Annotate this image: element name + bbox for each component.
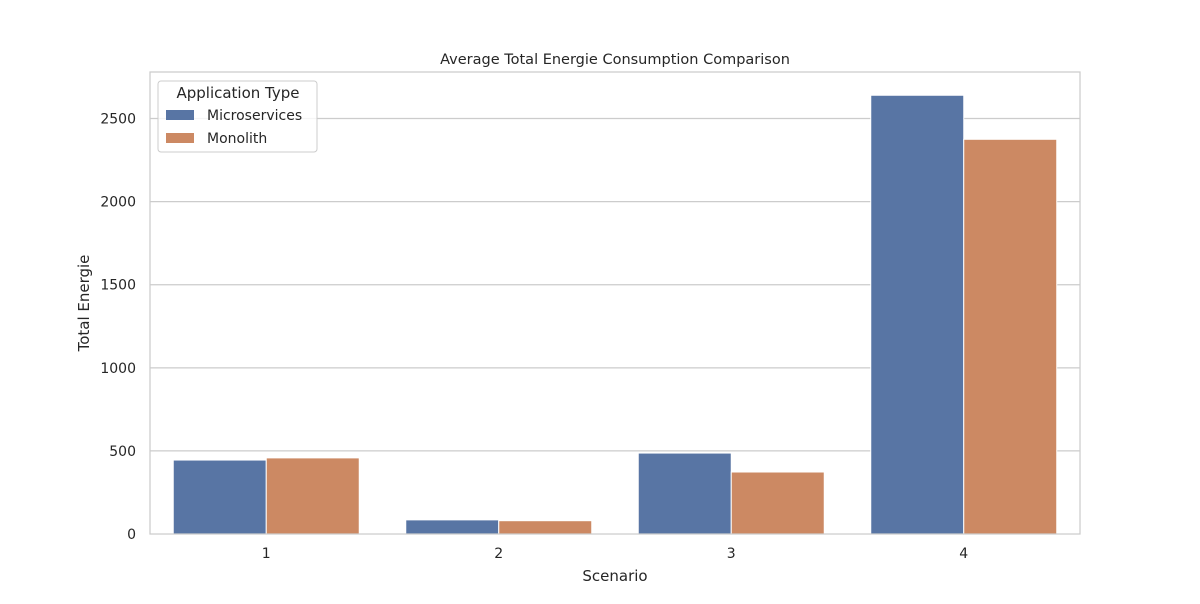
y-tick-label: 2500 — [100, 112, 136, 128]
bar-monolith — [498, 520, 593, 535]
legend-label-monolith: Monolith — [207, 131, 267, 147]
legend-label-microservices: Microservices — [207, 108, 302, 124]
x-tick-label: 3 — [727, 546, 736, 562]
y-tick-label: 1000 — [100, 361, 136, 377]
legend-title: Application Type — [176, 84, 299, 102]
plot-frame — [149, 71, 1081, 535]
y-tick-label: 2000 — [100, 195, 136, 211]
bar-monolith — [963, 138, 1058, 535]
x-tick-label: 2 — [494, 546, 503, 562]
bar-monolith — [265, 457, 360, 535]
x-tick-label: 4 — [959, 546, 968, 562]
legend: Application Type Microservices Monolith — [157, 80, 318, 153]
bar-microservices — [405, 519, 500, 535]
legend-swatch-monolith — [166, 133, 194, 143]
x-axis-label: Scenario — [582, 567, 647, 585]
bar-monolith — [730, 471, 825, 535]
bar-microservices — [637, 452, 732, 535]
tick-layer: 0 500 1000 1500 2000 2500 1 2 3 4 — [100, 112, 968, 562]
bar-microservices — [172, 459, 267, 535]
bar-layer — [172, 94, 1058, 535]
y-tick-label: 1500 — [100, 278, 136, 294]
legend-swatch-microservices — [166, 110, 194, 120]
y-tick-label: 500 — [109, 444, 136, 460]
bar-microservices — [870, 94, 965, 535]
legend-box — [157, 80, 318, 153]
chart-title: Average Total Energie Consumption Compar… — [440, 52, 790, 68]
y-axis-label: Total Energie — [75, 255, 93, 353]
x-tick-label: 1 — [262, 546, 271, 562]
y-tick-label: 0 — [127, 527, 136, 543]
